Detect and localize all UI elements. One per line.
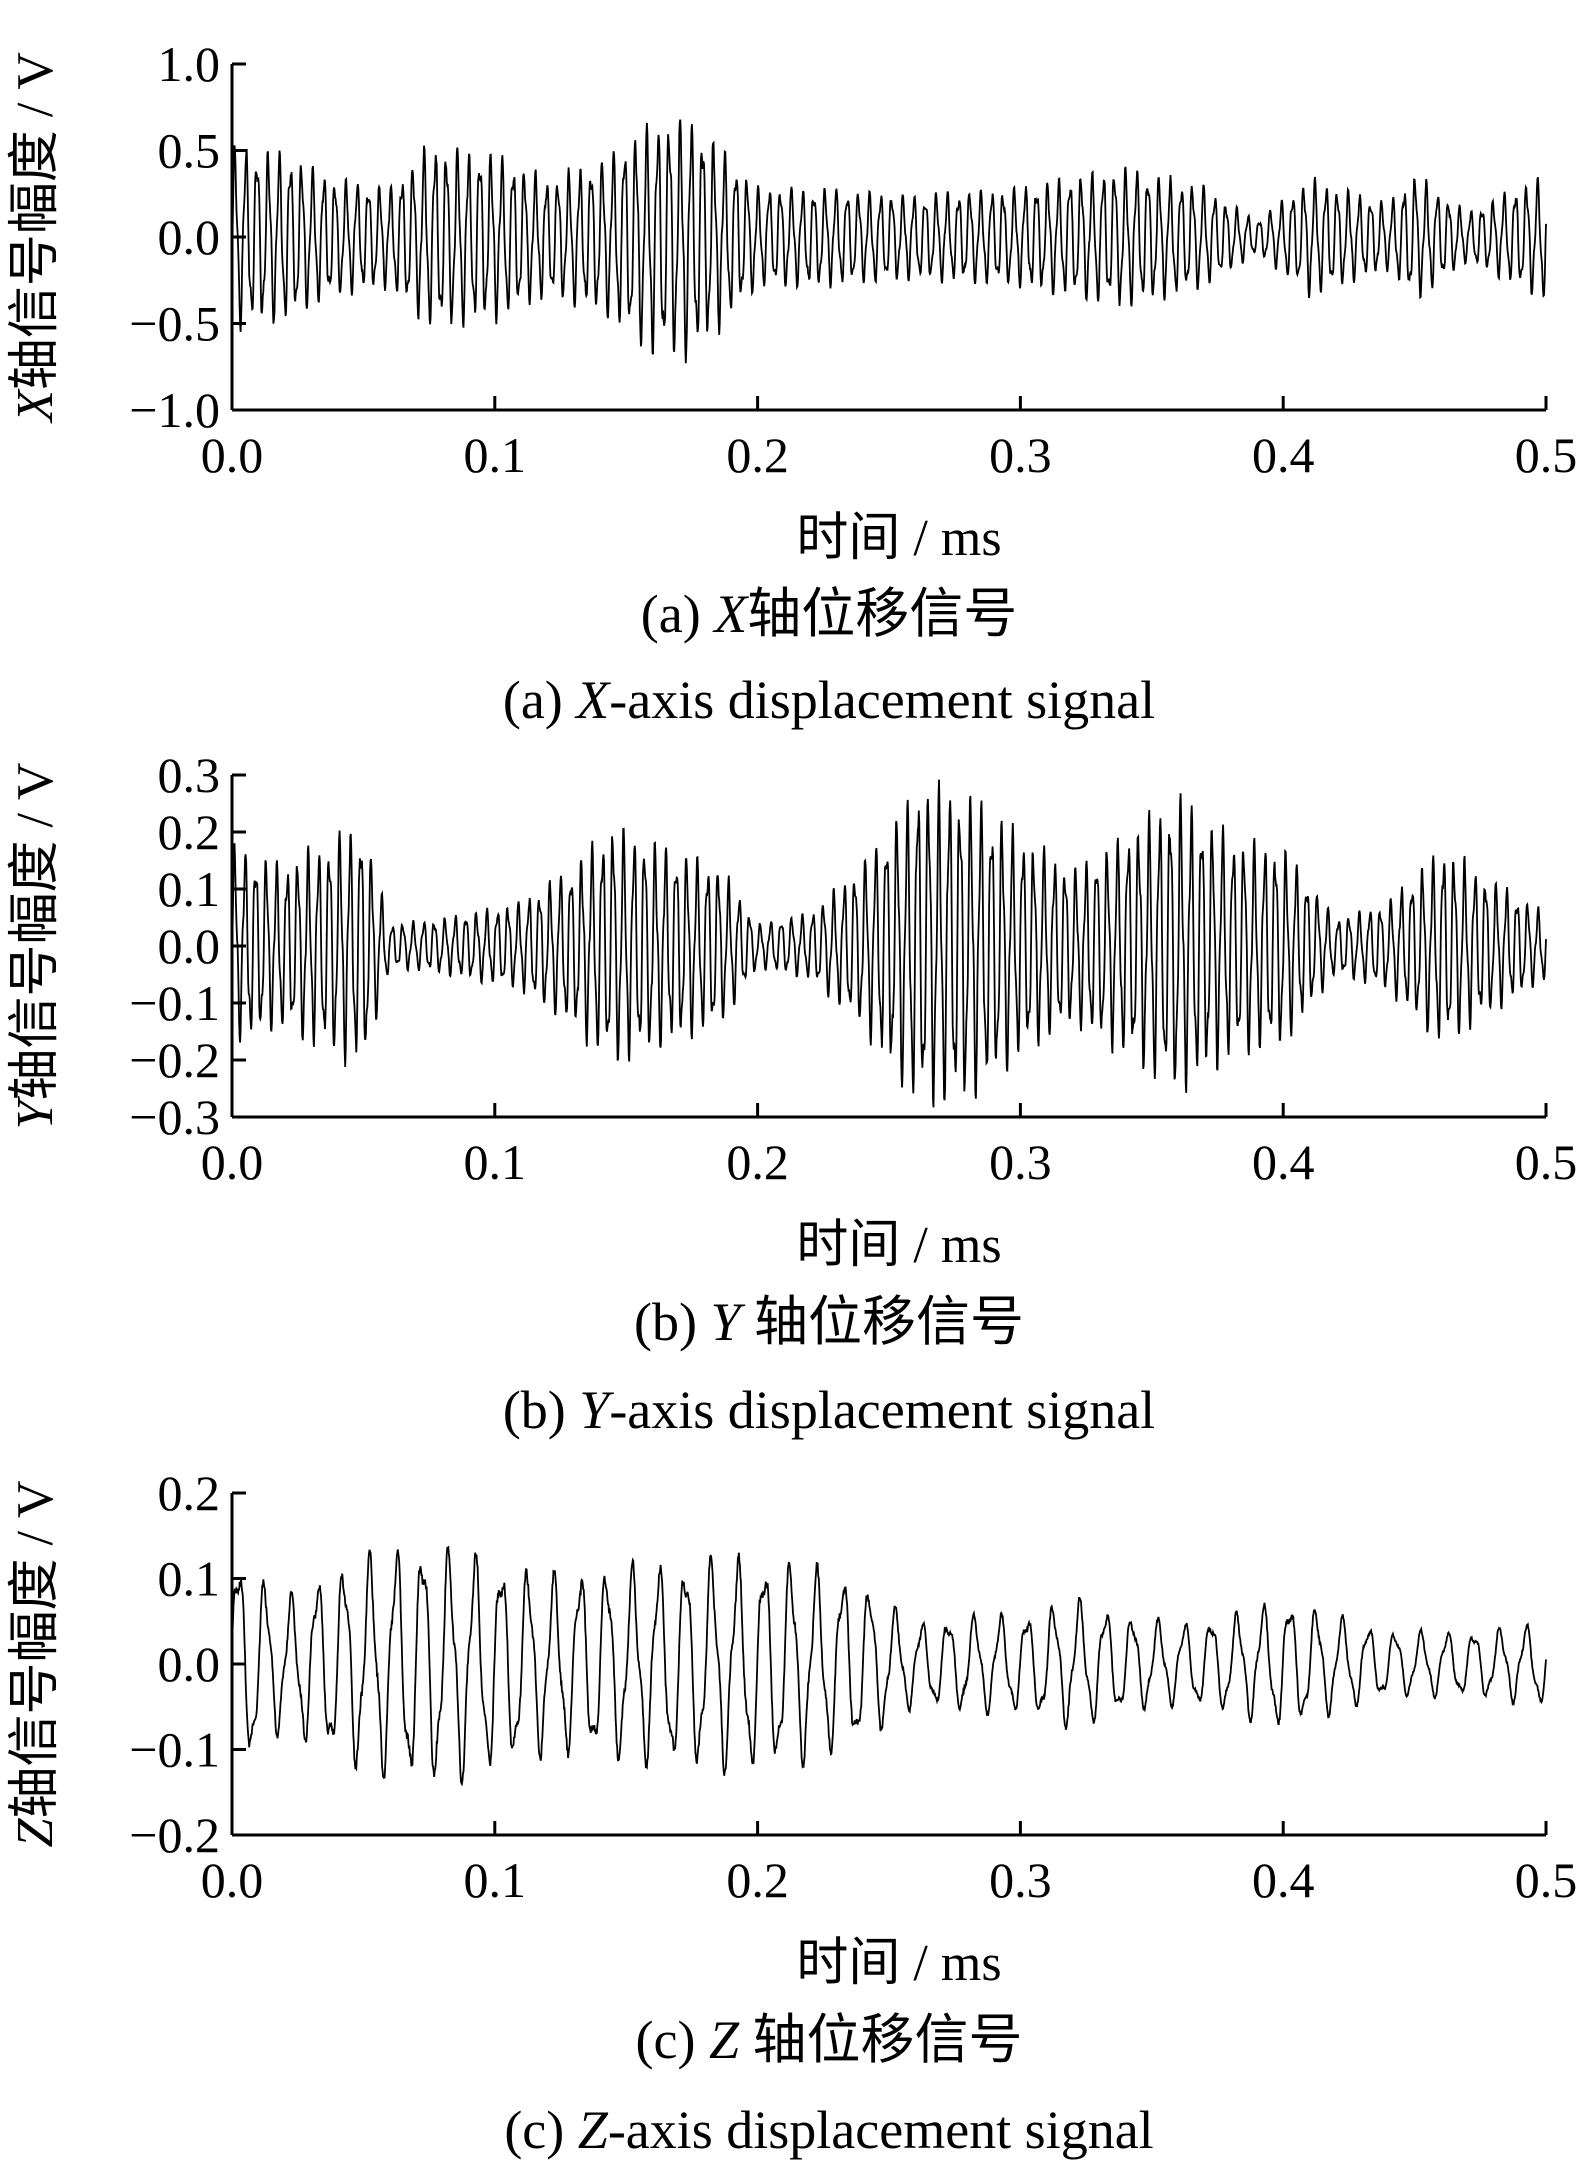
y-axis-label-variable: Y (7, 1095, 64, 1129)
y-tick-label: 0.2 (158, 804, 221, 860)
y-tick-label: 0.0 (158, 918, 221, 974)
x-tick-label: 0.1 (464, 1852, 527, 1908)
x-tick-label: 0.0 (201, 1134, 264, 1190)
y-tick-label: 1.0 (158, 36, 221, 92)
x-tick-label: 0.5 (1515, 1852, 1578, 1908)
x-tick-label: 0.2 (726, 1134, 789, 1190)
y-tick-label: −1.0 (129, 382, 220, 438)
y-axis-label-variable: X (7, 388, 64, 424)
caption-en-part: -axis displacement signal (609, 670, 1155, 730)
caption-en-part: X (574, 670, 611, 730)
caption-en: (c) Z-axis displacement signal (504, 2100, 1153, 2160)
x-tick-label: 0.5 (1515, 1134, 1578, 1190)
y-tick-label: −0.2 (129, 1032, 220, 1088)
caption-cn-part: (b) (634, 1292, 710, 1352)
y-axis-label-variable: Z (7, 1817, 64, 1847)
caption-cn-part: 轴位移信号 (741, 1292, 1025, 1352)
chart-panel-b: 0.30.20.10.0−0.1−0.2−0.30.0 0.1 0.2 0.3 0.4 0… (7, 747, 1577, 1440)
y-tick-label: −0.2 (129, 1807, 220, 1863)
caption-en-part: Y (579, 1380, 614, 1440)
y-axis-label-text: 轴信号幅度 / V (7, 763, 64, 1101)
x-tick-label: 0.2 (726, 1852, 789, 1908)
x-tick-label: 0.4 (1252, 1852, 1315, 1908)
x-tick-label: 0.3 (989, 427, 1052, 483)
x-tick-label: 0.4 (1252, 1134, 1315, 1190)
x-tick-label: 0.1 (464, 427, 527, 483)
y-tick-label: 0.1 (158, 861, 221, 917)
caption-cn: (a) X轴位移信号 (641, 584, 1017, 644)
caption-cn: (c) Z 轴位移信号 (636, 2010, 1023, 2070)
y-tick-label: 0.0 (158, 209, 221, 265)
y-tick-label: −0.1 (129, 975, 220, 1031)
caption-en-part: (a) (503, 670, 576, 730)
chart-panel-a: 1.00.50.0−0.5−1.00.0 0.1 0.2 0.3 0.4 0.5时间 / … (7, 36, 1577, 730)
x-axis-label: 时间 / ms (796, 510, 1001, 567)
x-tick-label: 0.3 (989, 1134, 1052, 1190)
series-line (231, 779, 1547, 1108)
caption-en-part: -axis displacement signal (609, 1380, 1155, 1440)
y-tick-label: 0.0 (158, 1636, 221, 1692)
caption-en-part: Z (578, 2100, 609, 2160)
y-axis-label-text: 轴信号幅度 / V (7, 1481, 64, 1819)
y-axis-label: X轴信号幅度 / V (7, 52, 64, 424)
caption-cn-part: (a) (641, 584, 714, 644)
y-tick-label: −0.5 (129, 296, 220, 352)
y-tick-label: 0.5 (158, 123, 221, 179)
y-axis-label: Z轴信号幅度 / V (7, 1481, 64, 1848)
caption-en: (b) Y-axis displacement signal (503, 1380, 1155, 1440)
y-axis-label: Y轴信号幅度 / V (7, 763, 64, 1130)
caption-en-part: (c) (504, 2100, 577, 2160)
caption-en-part: -axis displacement signal (608, 2100, 1154, 2160)
y-tick-label: −0.1 (129, 1722, 220, 1778)
x-tick-label: 0.4 (1252, 427, 1315, 483)
caption-en-part: (b) (503, 1380, 579, 1440)
x-tick-label: 0.5 (1515, 427, 1578, 483)
caption-cn-part: Z (709, 2010, 740, 2070)
caption-cn-part: Y (710, 1292, 745, 1352)
y-tick-label: 0.2 (158, 1465, 221, 1521)
x-tick-label: 0.1 (464, 1134, 527, 1190)
caption-en: (a) X-axis displacement signal (503, 670, 1155, 730)
caption-cn-part: 轴位移信号 (747, 584, 1017, 644)
caption-cn-part: 轴位移信号 (739, 2010, 1023, 2070)
series-line (231, 119, 1547, 364)
chart-panel-c: 0.20.10.0−0.1−0.20.0 0.1 0.2 0.3 0.4 0.5时间 / … (7, 1465, 1577, 2160)
x-tick-label: 0.2 (726, 427, 789, 483)
x-tick-label: 0.0 (201, 427, 264, 483)
x-axis-label: 时间 / ms (796, 1217, 1001, 1274)
caption-cn-part: X (712, 584, 749, 644)
y-tick-label: 0.3 (158, 747, 221, 803)
series-line (231, 1545, 1547, 1787)
x-tick-label: 0.0 (201, 1852, 264, 1908)
y-tick-label: −0.3 (129, 1089, 220, 1145)
caption-cn-part: (c) (636, 2010, 709, 2070)
y-axis-label-text: 轴信号幅度 / V (7, 52, 64, 390)
caption-cn: (b) Y 轴位移信号 (634, 1292, 1024, 1352)
x-axis-label: 时间 / ms (796, 1935, 1001, 1992)
x-tick-label: 0.3 (989, 1852, 1052, 1908)
y-tick-label: 0.1 (158, 1551, 221, 1607)
